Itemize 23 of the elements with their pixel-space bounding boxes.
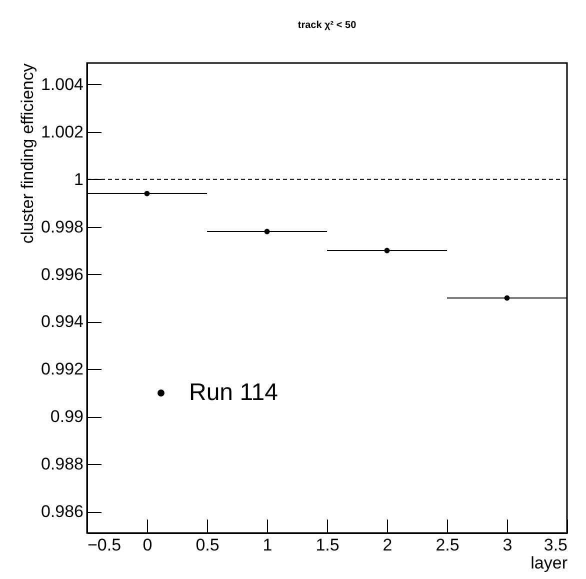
x-tick-label: 0.5 (196, 536, 220, 554)
x-tick-label: 2.5 (436, 536, 460, 554)
y-tick-label: 0.998 (40, 217, 84, 236)
y-tick-label: 0.992 (40, 360, 84, 379)
y-tick-label: 1.002 (40, 122, 84, 142)
chart-title: track χ² < 50 (298, 20, 357, 31)
x-tick-label: 1.5 (316, 536, 340, 554)
x-tick-label: 3 (502, 536, 512, 554)
x-tick-label: 2 (382, 536, 392, 554)
x-tick-label: −0.5 (88, 536, 122, 554)
y-axis-title: cluster finding efficiency (18, 63, 37, 244)
y-tick-label: 1 (74, 170, 84, 189)
x-tick-label: 3.5 (544, 536, 568, 554)
x-tick-label: 0 (142, 536, 152, 554)
y-tick-label: 1.004 (40, 74, 84, 94)
x-axis-title: layer (530, 554, 568, 572)
legend-label: Run 114 (189, 379, 278, 406)
y-tick-label: 0.986 (40, 502, 84, 522)
y-tick-label: 0.996 (40, 264, 84, 284)
y-tick-label: 0.988 (40, 454, 84, 474)
y-tick-label: 0.99 (50, 407, 84, 426)
y-tick-label: 0.994 (40, 312, 84, 332)
x-tick-label: 1 (262, 536, 272, 554)
